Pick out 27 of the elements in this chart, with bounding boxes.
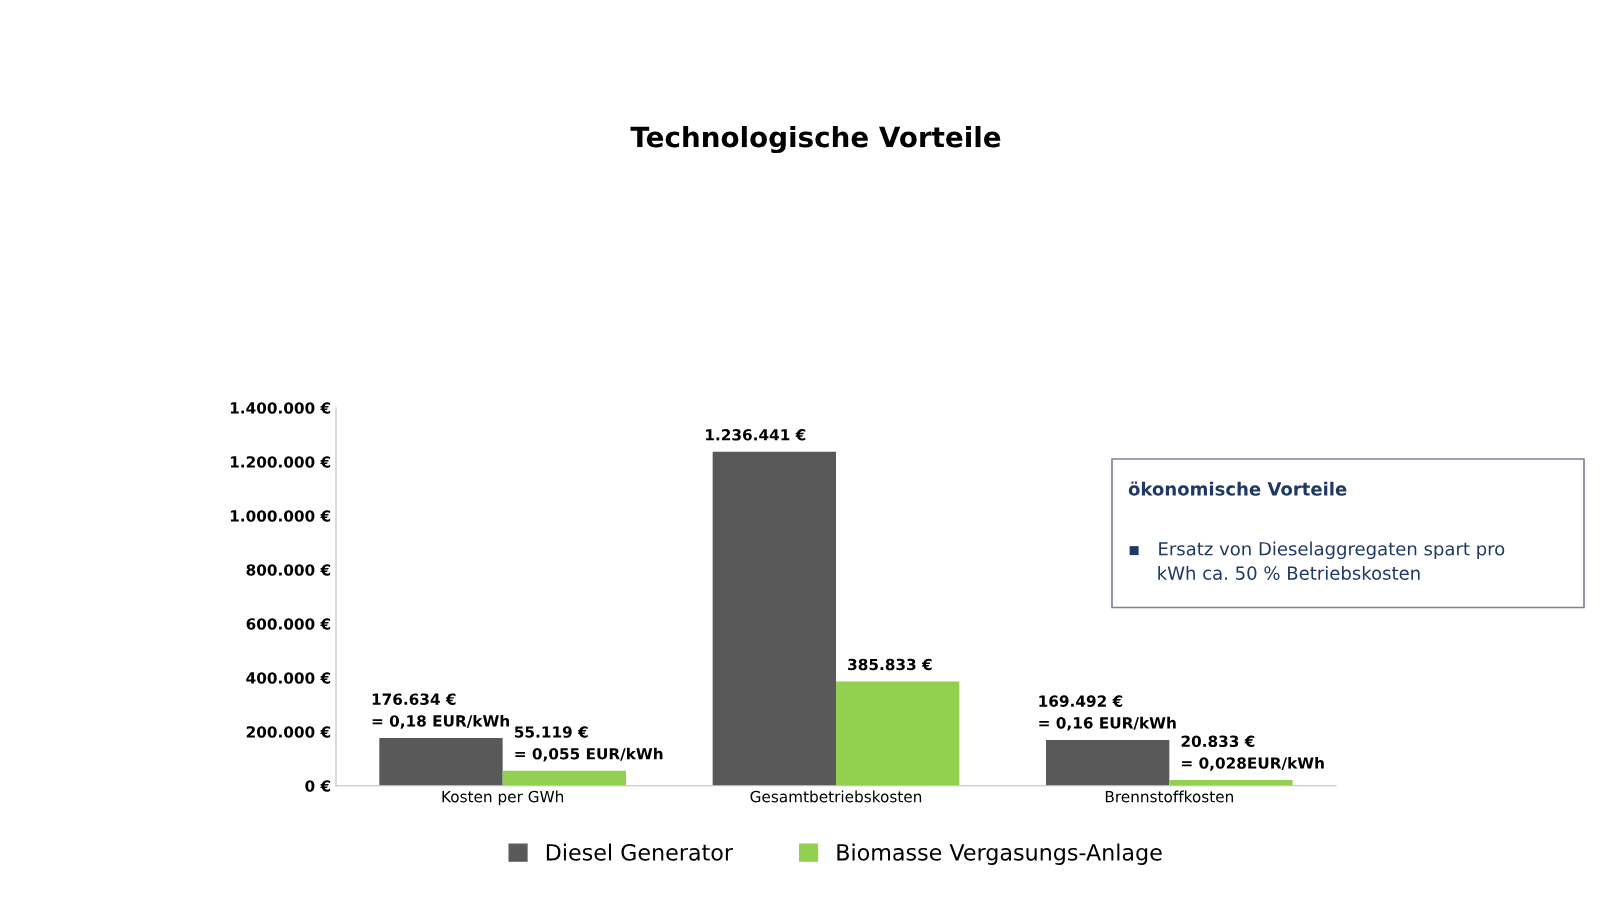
y-tick-label: 400.000 € <box>246 672 331 684</box>
x-tick-label: Brennstoffkosten <box>1105 790 1233 803</box>
data-label: 55.119 € = 0,055 EUR/kWh <box>514 726 663 762</box>
annotation: ▪ Ersatz von Dieselaggregaten spart pro kWh ca. 50 % Betriebskosten <box>1129 541 1505 580</box>
x-tick-label: Kosten per GWh <box>442 790 564 806</box>
x-tick-label: Gesamtbetriebskosten <box>750 790 922 803</box>
y-tick-label: 0 € <box>305 780 331 792</box>
y-tick-label: 1.400.000 € <box>230 402 331 414</box>
y-tick-label: 1.000.000 € <box>230 510 331 522</box>
data-label: 20.833 € = 0,028EUR/kWh <box>1181 735 1324 771</box>
y-tick-label: 200.000 € <box>246 726 331 738</box>
bar <box>1046 739 1170 786</box>
data-label: 176.634 € = 0,18 EUR/kWh <box>372 693 510 729</box>
annotation: ökonomische Vorteile <box>1128 481 1347 496</box>
bar <box>379 738 503 786</box>
y-tick-label: 600.000 € <box>246 618 331 630</box>
bar <box>836 681 960 786</box>
chart-title: Technologische Vorteile <box>630 126 1001 154</box>
data-label: 1.236.441 € <box>706 429 806 441</box>
bar <box>712 451 836 786</box>
y-tick-label: 800.000 € <box>246 564 331 576</box>
legend-label: Biomasse Vergasungs-Anlage <box>837 843 1162 866</box>
legend-label: Diesel Generator <box>546 843 734 861</box>
bar <box>502 770 626 786</box>
data-label: 385.833 € <box>848 658 932 671</box>
data-label: 169.492 € = 0,16 EUR/kWh <box>1039 695 1176 731</box>
y-tick-label: 1.200.000 € <box>230 456 331 468</box>
